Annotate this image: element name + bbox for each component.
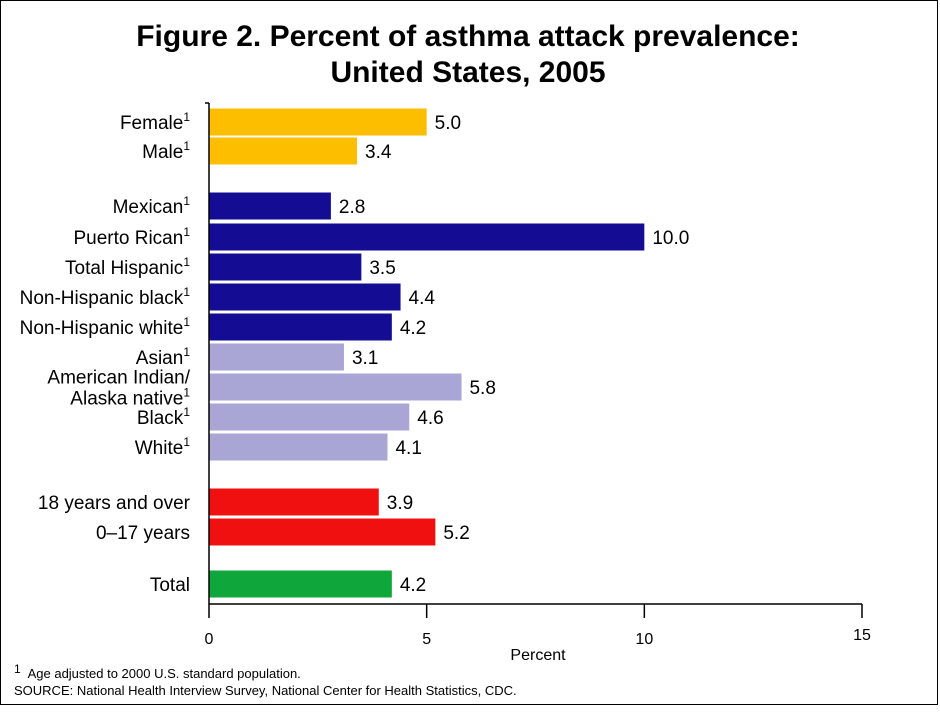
footnote-superscript: 1 [183, 285, 190, 299]
bar-non-hispanic-white [209, 313, 392, 341]
value-label: 5.0 [435, 113, 461, 134]
category-label: Total [150, 575, 190, 596]
value-label: 5.2 [443, 523, 469, 544]
bar-18-years-and-over [209, 488, 379, 516]
category-label: Alaska native1 [70, 386, 190, 410]
footnote-superscript: 1 [183, 110, 190, 124]
category-label: 0–17 years [96, 523, 190, 544]
value-label: 4.2 [400, 318, 426, 339]
footnote-marker: 1 [14, 662, 21, 676]
bar-mexican [209, 192, 331, 220]
category-label: Total Hispanic1 [65, 255, 190, 279]
chart-title: Figure 2. Percent of asthma attack preva… [136, 20, 800, 53]
footnote: 1 Age adjusted to 2000 U.S. standard pop… [14, 661, 301, 681]
value-label: 3.9 [387, 493, 413, 514]
bar-asian [209, 343, 344, 371]
category-label: American Indian/ [47, 368, 190, 389]
category-label: Female1 [120, 110, 190, 134]
value-label: 2.8 [339, 197, 365, 218]
chart-subtitle: United States, 2005 [330, 56, 605, 89]
x-tick-label: 10 [635, 631, 653, 648]
category-label: Non-Hispanic white1 [20, 315, 191, 339]
bars-group [209, 108, 645, 598]
bar-black [209, 403, 410, 431]
category-label: Puerto Rican1 [73, 225, 190, 249]
footnote-text: Age adjusted to 2000 U.S. standard popul… [28, 666, 301, 681]
footnote-superscript: 1 [183, 194, 190, 208]
bar-female [209, 108, 427, 136]
x-tick-label: 15 [853, 627, 871, 644]
footnote-superscript: 1 [183, 255, 190, 269]
value-label: 3.4 [365, 142, 392, 163]
bar-0-17-years [209, 518, 436, 546]
bar-white [209, 433, 388, 461]
value-label: 4.1 [395, 438, 421, 459]
source-note: SOURCE: National Health Interview Survey… [14, 683, 517, 698]
category-label: Non-Hispanic black1 [20, 285, 191, 309]
x-tick-label: 5 [422, 631, 431, 648]
category-label: Asian1 [136, 345, 191, 369]
value-label: 4.4 [409, 288, 436, 309]
category-label: Mexican1 [113, 194, 191, 218]
value-label: 10.0 [652, 228, 689, 249]
footnote-superscript: 1 [183, 315, 190, 329]
category-label: White1 [135, 435, 191, 459]
footnote-superscript: 1 [183, 345, 190, 359]
value-label: 3.5 [369, 258, 395, 279]
category-labels-group: Female1 Male1 Mexican1 Puerto Rican1 Total H… [20, 110, 191, 596]
category-label: Black1 [137, 405, 190, 429]
bar-non-hispanic-black [209, 283, 401, 311]
footnote-superscript: 1 [183, 139, 190, 153]
bar-puerto-rican [209, 223, 645, 251]
category-label: Male1 [142, 139, 190, 163]
value-labels-group: 5.0 3.4 2.8 10.0 3.5 4.4 4.2 3.1 5.8 4.6 4.1 3.9 5.2… [339, 113, 689, 596]
value-label: 5.8 [469, 378, 495, 399]
bar-male [209, 137, 358, 165]
value-label: 3.1 [352, 348, 378, 369]
value-label: 4.2 [400, 575, 426, 596]
footnote-superscript: 1 [183, 225, 190, 239]
footnote-superscript: 1 [183, 405, 190, 419]
bar-total [209, 570, 392, 598]
footnote-superscript: 1 [183, 435, 190, 449]
bar-total-hispanic [209, 253, 362, 281]
footnote-superscript: 1 [183, 386, 190, 400]
x-tick-label: 0 [205, 631, 214, 648]
value-label: 4.6 [417, 408, 443, 429]
bar-american-indian-alaska-native [209, 373, 462, 401]
x-axis-title: Percent [510, 647, 566, 664]
category-label: 18 years and over [38, 493, 191, 514]
axes-group: 0 5 10 15 [205, 102, 871, 648]
